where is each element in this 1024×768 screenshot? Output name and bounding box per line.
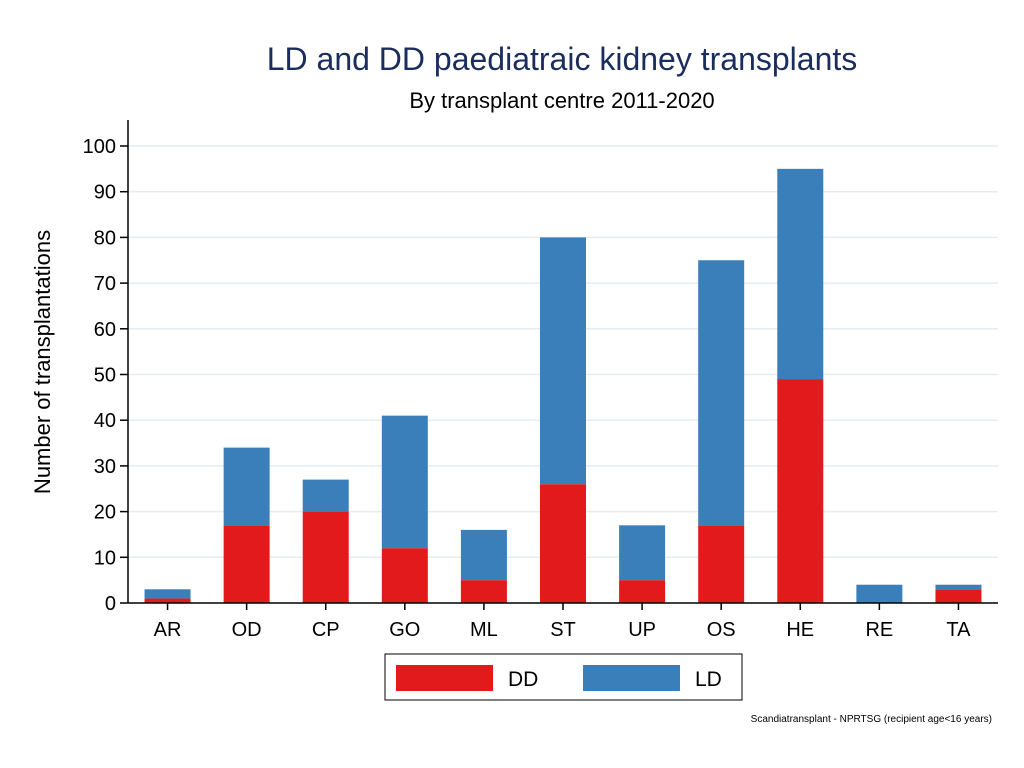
bar-ld-up — [619, 525, 666, 581]
x-tick-label-go: GO — [389, 619, 420, 641]
x-tick-label-up: UP — [628, 619, 656, 641]
x-ticks: AR OD CP GO ML ST UP OS HE RE TA — [154, 603, 971, 641]
y-tick-label: 80 — [94, 227, 116, 249]
y-tick-label: 60 — [94, 319, 116, 341]
y-tick-label: 10 — [94, 547, 116, 569]
bar-ld-os — [698, 260, 745, 526]
x-tick-label-ar: AR — [154, 619, 182, 641]
y-axis-title: Number of transplantations — [30, 230, 55, 494]
bar-dd-st — [540, 484, 586, 603]
bar-ld-he — [777, 168, 824, 380]
y-ticks: 0 10 20 30 40 50 60 70 80 90 100 — [83, 136, 128, 615]
bar-ld-ar — [144, 589, 191, 599]
bar-dd-up — [619, 580, 666, 603]
y-tick-label: 0 — [105, 593, 116, 615]
bar-ld-go — [381, 415, 428, 549]
chart-subtitle: By transplant centre 2011-2020 — [409, 88, 714, 113]
x-tick-label-he: HE — [786, 619, 814, 641]
bar-dd-ml — [460, 580, 507, 603]
y-tick-label: 100 — [83, 136, 116, 158]
bar-ld-st — [540, 237, 586, 485]
bar-dd-he — [777, 379, 824, 603]
y-tick-label: 70 — [94, 273, 116, 295]
bar-ld-ml — [460, 529, 507, 581]
legend-label-dd: DD — [508, 668, 538, 691]
x-tick-label-os: OS — [707, 619, 736, 641]
x-tick-label-od: OD — [232, 619, 262, 641]
bar-dd-od — [223, 525, 270, 603]
bar-ld-re — [856, 584, 903, 603]
y-tick-label: 90 — [94, 182, 116, 204]
x-tick-label-ml: ML — [470, 619, 498, 641]
x-tick-label-ta: TA — [946, 619, 971, 641]
y-tick-label: 20 — [94, 502, 116, 524]
bar-ld-cp — [302, 479, 349, 512]
x-tick-label-re: RE — [865, 619, 893, 641]
legend-swatch-ld — [583, 665, 680, 691]
source-note: Scandiatransplant - NPRTSG (recipient ag… — [751, 714, 992, 725]
legend: DD LD — [384, 653, 743, 701]
y-tick-label: 50 — [94, 365, 116, 387]
y-tick-label: 30 — [94, 456, 116, 478]
y-tick-label: 40 — [94, 410, 116, 432]
bar-dd-go — [381, 548, 428, 603]
legend-label-ld: LD — [695, 668, 722, 691]
bar-dd-ta — [935, 589, 982, 603]
bar-dd-ar — [144, 598, 191, 603]
legend-swatch-dd — [396, 665, 493, 691]
x-tick-label-cp: CP — [312, 619, 340, 641]
bars — [144, 168, 982, 603]
bar-ld-od — [223, 447, 270, 526]
bar-dd-os — [698, 525, 745, 603]
bar-dd-cp — [302, 511, 349, 603]
bar-ld-ta — [935, 584, 982, 590]
chart-title: LD and DD paediatraic kidney transplants — [267, 41, 858, 77]
x-tick-label-st: ST — [550, 619, 576, 641]
